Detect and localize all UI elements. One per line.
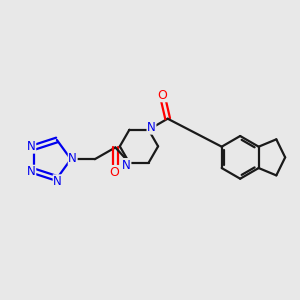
Text: N: N — [122, 159, 131, 172]
Text: O: O — [110, 166, 120, 178]
Text: N: N — [27, 165, 36, 178]
Text: O: O — [158, 88, 167, 102]
Text: N: N — [68, 152, 77, 165]
Text: N: N — [27, 140, 36, 153]
Text: N: N — [147, 121, 156, 134]
Text: N: N — [53, 175, 62, 188]
